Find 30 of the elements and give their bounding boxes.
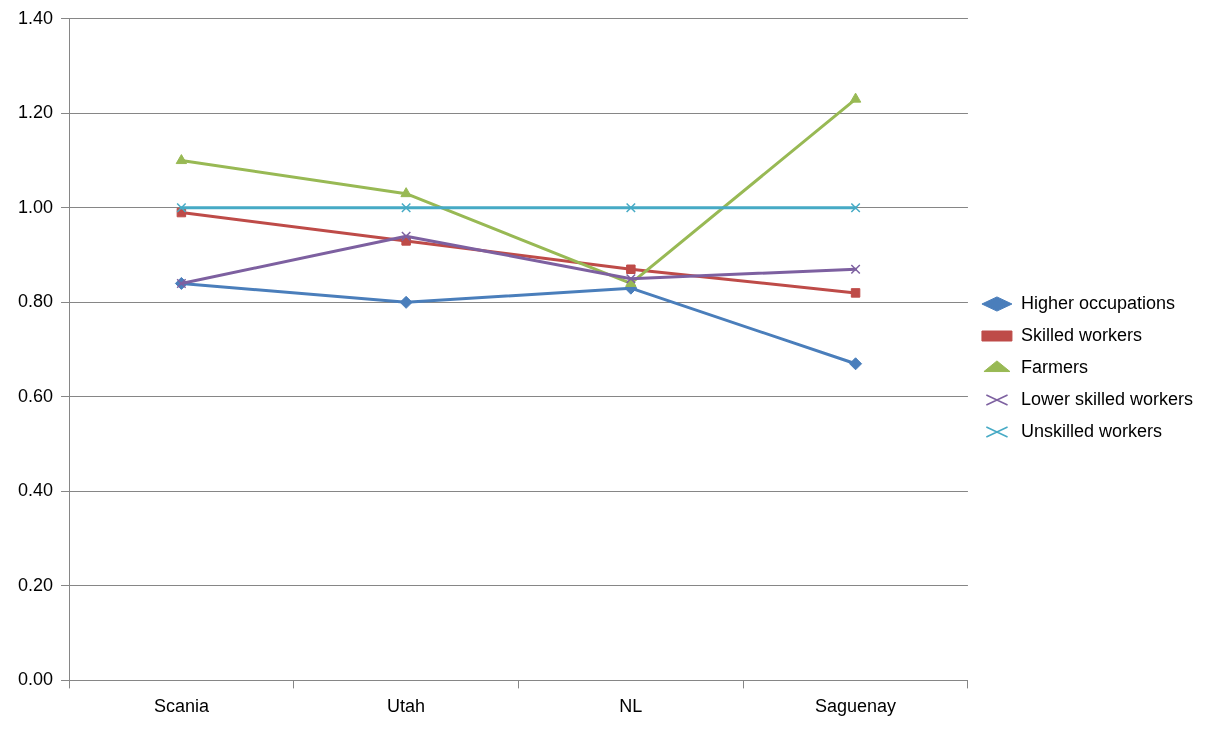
point <box>850 288 861 298</box>
point <box>399 295 413 309</box>
point <box>401 231 412 242</box>
point <box>849 357 863 371</box>
point <box>176 202 187 213</box>
y-tick-label: 0.40 <box>17 480 54 501</box>
legend-label: Unskilled workers <box>1020 420 1162 441</box>
y-tick-label: 0.00 <box>17 669 54 690</box>
y-tick-label: 0.60 <box>17 385 54 406</box>
x-tick-label: Saguenay <box>815 696 897 717</box>
point <box>849 92 862 103</box>
point <box>626 264 636 275</box>
legend-label: Farmers <box>1020 356 1088 377</box>
x-tick-label: Utah <box>387 696 426 717</box>
x-tick-label: NL <box>619 696 643 717</box>
point <box>400 187 412 198</box>
point <box>625 202 636 213</box>
point <box>850 202 861 213</box>
point <box>850 264 861 275</box>
point <box>175 154 188 165</box>
legend-label: Skilled workers <box>1020 324 1142 345</box>
y-tick-label: 1.20 <box>17 102 54 123</box>
x-tick-label: Scania <box>153 696 210 717</box>
y-tick-label: 1.40 <box>17 7 54 28</box>
legend-label: Lower skilled workers <box>1020 388 1194 409</box>
legend-label: Higher occupations <box>1020 292 1176 313</box>
y-tick-label: 0.80 <box>17 291 54 312</box>
y-tick-label: 0.20 <box>17 574 54 595</box>
point <box>401 202 412 213</box>
y-tick-label: 1.00 <box>17 196 54 217</box>
